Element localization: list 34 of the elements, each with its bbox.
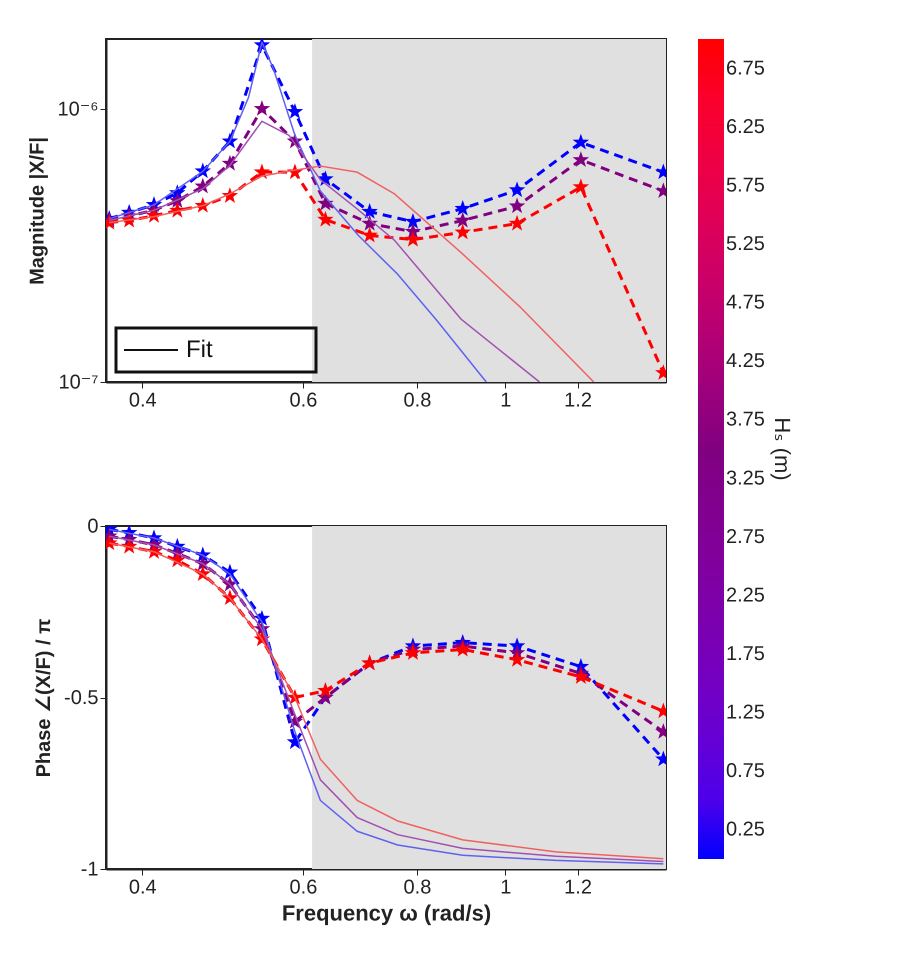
color-bar-label: 1.25	[726, 702, 765, 724]
color-bar-label: 4.25	[726, 350, 765, 372]
x-tick-label: 1	[500, 876, 512, 898]
y-tick-label: 10⁻⁷	[58, 372, 98, 394]
x-tick-label: 0.4	[128, 390, 157, 412]
text: Fit	[186, 336, 213, 363]
color-bar-title: Hₛ (m)	[770, 417, 795, 481]
y-axis-title: Magnitude |X/F|	[26, 137, 48, 285]
x-tick-label: 0.6	[290, 876, 318, 898]
x-tick-label: 1.2	[564, 876, 592, 898]
x-tick-label: 0.8	[404, 390, 432, 412]
y-tick-label: -1	[80, 858, 98, 880]
color-bar-label: 0.75	[726, 760, 765, 782]
x-tick-label: 0.4	[128, 876, 157, 898]
color-bar-label: 5.25	[726, 233, 765, 255]
color-bar-label: 3.75	[726, 408, 765, 431]
color-bar-label: 6.75	[726, 57, 765, 80]
color-bar-label: 1.75	[726, 643, 765, 665]
x-tick-label: 1	[500, 390, 512, 412]
y-axis-title: Phase ∠(X/F) / π	[33, 618, 56, 778]
color-bar-label: 3.25	[726, 467, 765, 490]
y-tick-label: -0.5	[64, 687, 98, 709]
x-tick-label: 1.2	[564, 390, 592, 412]
y-tick-label: 0	[87, 516, 98, 538]
color-bar-label: 2.25	[726, 584, 765, 606]
x-axis-title: Frequency ω (rad/s)	[282, 900, 492, 926]
color-bar-label: 0.25	[726, 818, 765, 841]
x-tick-label: 0.6	[290, 390, 318, 412]
x-tick-label: 0.8	[404, 876, 432, 898]
color-bar-label: 2.75	[726, 526, 765, 548]
y-tick-label: 10⁻⁶	[57, 98, 98, 120]
color-bar-label: 4.75	[726, 292, 765, 314]
color-bar-label: 6.25	[726, 116, 765, 138]
color-bar-label: 5.75	[726, 174, 765, 196]
